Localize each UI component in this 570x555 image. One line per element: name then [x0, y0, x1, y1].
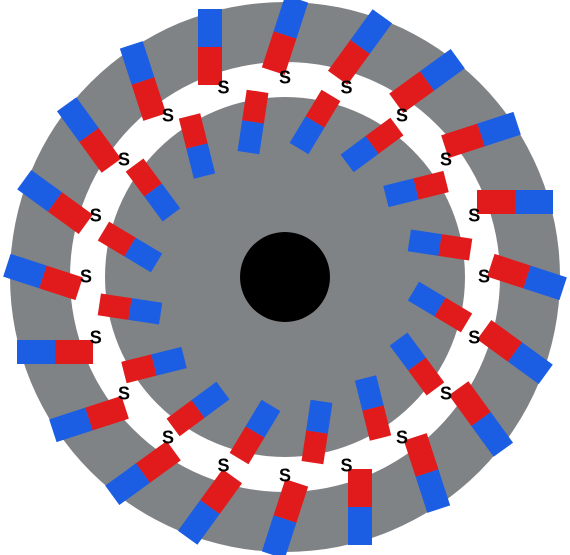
pole-label-s: S [217, 456, 229, 477]
stator-magnet-inner-pole [306, 400, 332, 434]
pole-label-s: S [440, 383, 452, 404]
rotor-magnet [477, 190, 553, 214]
rotor-magnet-outer-pole [198, 9, 222, 47]
hub-black [240, 232, 330, 322]
rotor-magnet [17, 340, 93, 364]
pole-label-s: S [118, 150, 130, 171]
pole-label-s: S [340, 77, 352, 98]
stator-magnet-inner-pole [129, 298, 163, 324]
rotor-magnet-inner-pole [477, 190, 515, 214]
rotor-magnet-outer-pole [17, 340, 55, 364]
pole-label-s: S [468, 328, 480, 349]
pole-label-s: S [279, 68, 291, 89]
pole-label-s: S [468, 205, 480, 226]
pole-label-s: S [440, 150, 452, 171]
pole-label-s: S [217, 77, 229, 98]
pole-label-s: S [162, 427, 174, 448]
pole-label-s: S [396, 427, 408, 448]
pole-label-s: S [162, 106, 174, 127]
pole-label-s: S [396, 106, 408, 127]
pole-label-s: S [118, 383, 130, 404]
rotor-magnet-outer-pole [515, 190, 553, 214]
pole-label-s: S [478, 267, 490, 288]
pole-label-s: S [279, 466, 291, 487]
rotor-magnet [348, 469, 372, 545]
rotor-magnet-inner-pole [55, 340, 93, 364]
pole-label-s: S [340, 456, 352, 477]
stator-magnet-outer-pole [98, 293, 132, 319]
pole-label-s: S [90, 205, 102, 226]
pole-label-s: S [80, 267, 92, 288]
rotor-magnet [198, 9, 222, 85]
motor-diagram: S S S S S S S S S S S S S S S S S S S S [0, 0, 570, 555]
rotor-magnet-outer-pole [348, 507, 372, 545]
pole-label-s: S [90, 328, 102, 349]
stator-magnet-outer-pole [301, 430, 327, 464]
